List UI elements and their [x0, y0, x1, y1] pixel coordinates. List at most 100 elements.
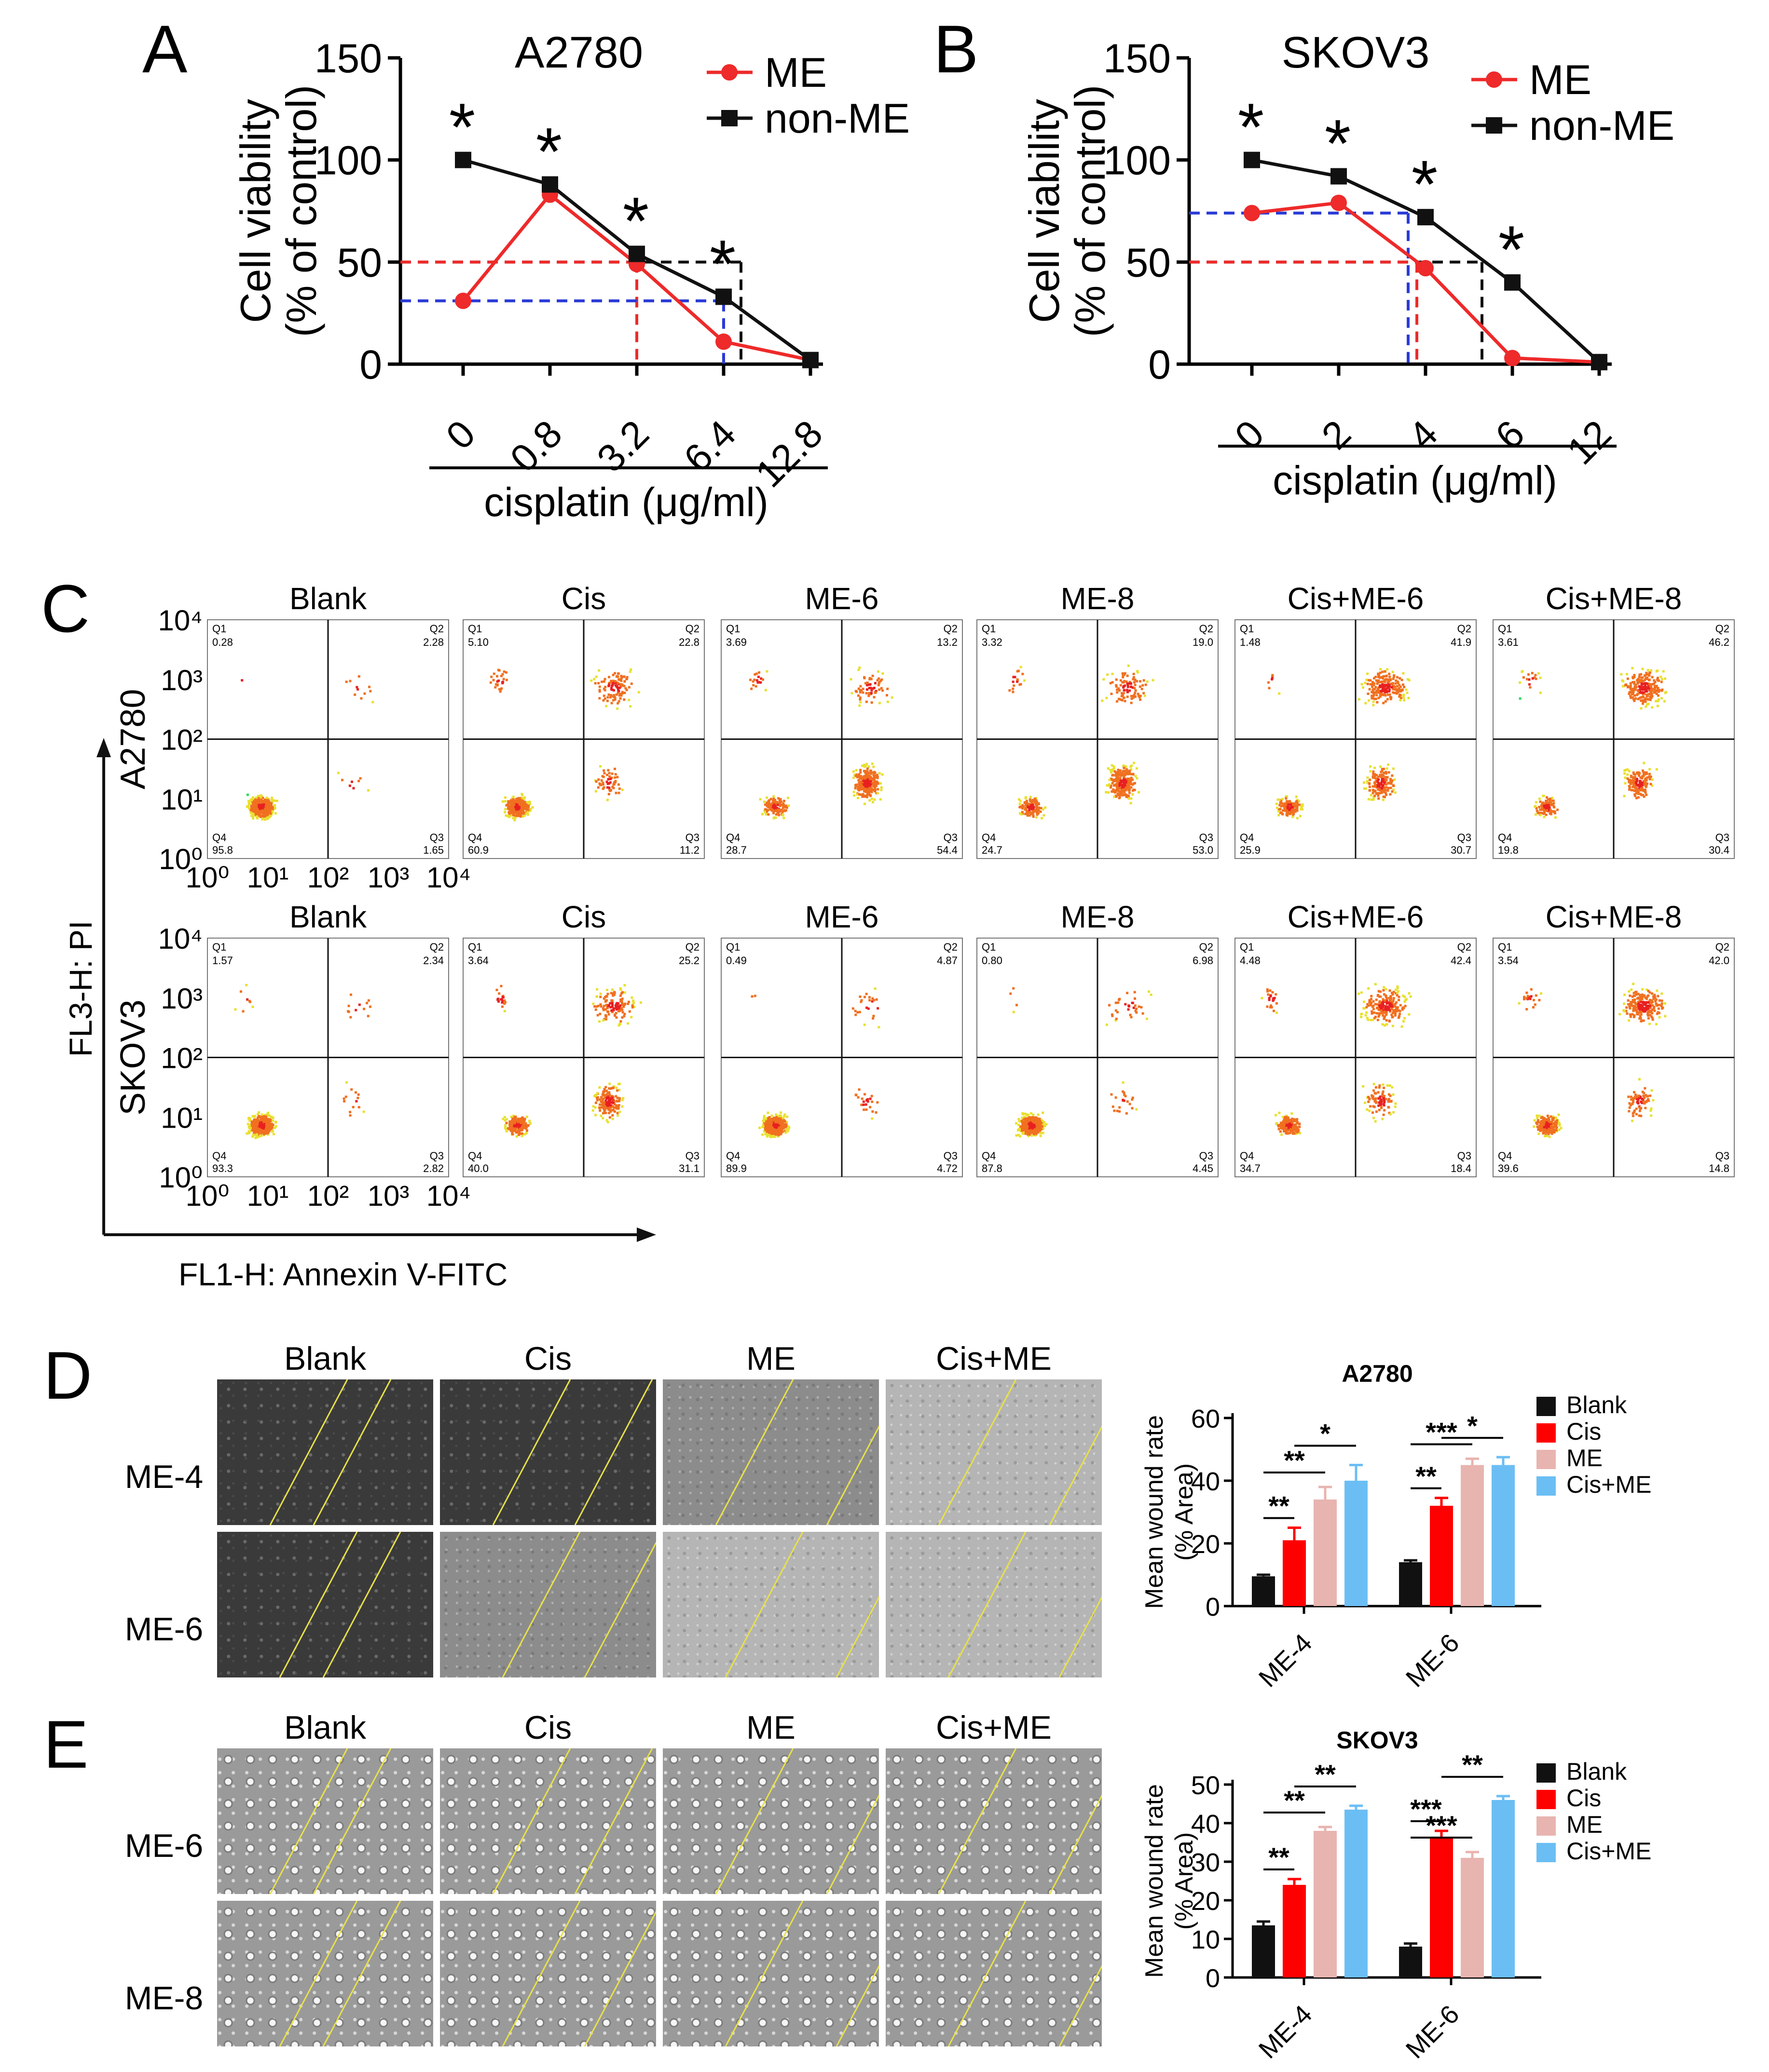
flow-dot-c-r0-c2-1-62	[870, 689, 873, 692]
flow-dot-c-r0-c1-3-272	[507, 801, 510, 804]
flow-dot-c-r0-c4-3-78	[1299, 815, 1302, 818]
flow-dot-c-r0-c2-2-7	[880, 789, 883, 791]
flow-dot-c-r0-c2-2-230	[862, 779, 865, 782]
flow-dot-c-r0-c4-2-80	[1369, 770, 1372, 773]
flow-dot-c-r0-c5-1-142	[1628, 691, 1631, 694]
flow-dot-c-r0-c3-2-251	[1122, 785, 1124, 788]
flow-dot-c-r0-c1-3-297	[508, 811, 511, 814]
flow-dot-c-r0-c5-3-34	[1549, 800, 1551, 803]
flow-q4-name-c-r0-c2: Q4	[726, 832, 740, 844]
flow-dot-c-r1-c1-2-125	[605, 1103, 608, 1105]
flow-dot-c-r0-c2-2-148	[852, 777, 855, 779]
flow-dot-c-r0-c3-2-40	[1109, 786, 1112, 789]
flow-dot-c-r0-c5-1-161	[1648, 671, 1651, 674]
flow-dot-c-r1-c1-1-61	[612, 994, 615, 997]
flow-dot-c-r0-c1-3-291	[505, 804, 508, 807]
flow-dot-c-r0-c1-3-115	[521, 800, 523, 803]
flow-dot-c-r1-c1-3-171	[518, 1133, 521, 1136]
flow-dot-c-r0-c2-3-134	[777, 808, 780, 811]
flow-dot-c-r0-c5-2-67	[1628, 770, 1631, 773]
flow-dot-c-r0-c1-3-171	[529, 809, 532, 812]
flow-dot-c-r1-c1-1-68	[602, 1019, 605, 1022]
flow-dot-c-r0-c1-1-16	[606, 699, 609, 702]
flow-dot-c-r0-c3-2-217	[1122, 773, 1125, 776]
flow-dot-c-r0-c3-2-264	[1124, 769, 1126, 772]
flow-dot-c-r0-c3-1-38	[1116, 691, 1119, 694]
flow-dot-c-r0-c4-2-97	[1387, 782, 1390, 785]
flow-q3-name-c-r0-c5: Q3	[1715, 832, 1729, 844]
flow-dot-c-r0-c4-1-0	[1392, 677, 1395, 680]
flow-dot-c-r0-c2-1-53	[869, 686, 872, 689]
flow-dot-c-r1-c3-2-18	[1122, 1081, 1124, 1084]
flow-dot-c-r0-c4-2-107	[1374, 774, 1377, 777]
flow-dot-c-r0-c5-1-47	[1636, 679, 1639, 682]
flow-q3-value-c-r0-c4: 30.7	[1451, 844, 1471, 856]
flow-q4-value-c-r0-c1: 60.9	[468, 844, 489, 856]
flow-dot-c-r1-c1-2-21	[605, 1094, 608, 1097]
flow-dot-c-r0-c0-3-467	[265, 796, 268, 799]
flow-dot-c-r1-c1-3-144	[518, 1125, 521, 1128]
flow-dot-c-r0-c5-2-66	[1637, 796, 1640, 799]
flow-dot-c-r0-c2-2-133	[852, 770, 855, 773]
flow-dot-c-r0-c4-1-118	[1392, 691, 1395, 694]
flow-dot-c-r0-c1-3-274	[523, 801, 526, 804]
flow-dot-c-r0-c3-2-33	[1118, 774, 1121, 777]
flow-dot-c-r1-c0-3-288	[264, 1118, 267, 1121]
flow-dot-c-r0-c3-2-232	[1117, 785, 1120, 788]
flow-dot-c-r1-c0-3-465	[268, 1124, 271, 1127]
flow-dot-c-r0-c5-2-147	[1642, 775, 1645, 777]
flow-dot-c-r0-c2-2-146	[857, 775, 860, 777]
flow-dot-c-r1-c2-3-429	[787, 1128, 790, 1131]
flow-dot-c-r0-c2-2-271	[876, 776, 879, 778]
flow-dot-c-r0-c3-2-246	[1132, 789, 1135, 791]
flow-dot-c-r1-c2-3-232	[782, 1117, 784, 1119]
flow-dot-c-r0-c3-0-9	[1023, 679, 1026, 682]
flow-dot-c-r0-c2-1-55	[855, 690, 858, 693]
flow-dot-c-r1-c0-3-451	[260, 1123, 263, 1126]
flow-dot-c-r0-c0-3-436	[266, 807, 269, 810]
flow-dot-c-r0-c3-2-174	[1116, 776, 1119, 779]
flow-dot-c-r0-c2-3-58	[772, 796, 775, 799]
flow-dot-c-r1-c1-1-85	[607, 1013, 610, 1016]
panel-letter-b: B	[933, 11, 978, 87]
flow-dot-c-r0-c5-2-118	[1634, 794, 1637, 797]
flow-dot-c-r1-c0-3-385	[256, 1127, 259, 1130]
a-x-axis-label: cisplatin (μg/ml)	[484, 479, 768, 525]
flow-dot-c-r1-c0-2-0	[354, 1091, 357, 1094]
flow-dot-c-r0-c2-3-72	[775, 807, 778, 810]
flow-dot-c-r1-c0-3-194	[258, 1111, 261, 1114]
flow-dot-c-r0-c1-2-2	[614, 773, 617, 776]
flow-dot-c-r0-c4-1-152	[1388, 690, 1391, 693]
flow-q1-value-c-r1-c0: 1.57	[212, 954, 233, 967]
flow-dot-c-r0-c5-0-1	[1525, 678, 1528, 681]
flow-dot-c-r0-c4-1-206	[1375, 679, 1378, 682]
flow-dot-c-r0-c4-2-122	[1385, 783, 1388, 786]
flow-dot-c-r1-c1-2-144	[594, 1094, 597, 1097]
flow-dot-c-r0-c3-1-93	[1133, 687, 1136, 690]
flow-dot-c-r1-c2-3-437	[777, 1121, 780, 1124]
flow-dot-c-r0-c3-1-23	[1119, 679, 1122, 682]
flow-dot-c-r0-c1-1-104	[612, 682, 615, 685]
flow-dot-c-r0-c0-3-477	[257, 811, 260, 814]
flow-dot-c-r1-c1-3-119	[525, 1129, 528, 1132]
flow-dot-c-r1-c3-2-19	[1135, 1108, 1138, 1111]
flow-dot-c-r0-c4-1-184	[1371, 681, 1374, 683]
flow-dot-c-r0-c5-2-76	[1635, 792, 1638, 795]
flow-dot-c-r1-c1-1-32	[633, 1005, 636, 1008]
flow-dot-c-r0-c4-2-35	[1384, 789, 1387, 791]
flow-dot-c-r0-c5-0-16	[1528, 683, 1531, 686]
flow-q3-value-c-r1-c1: 31.1	[679, 1162, 699, 1174]
flow-q3-value-c-r0-c1: 11.2	[680, 844, 699, 856]
flow-dot-c-r1-c1-1-53	[596, 988, 599, 991]
flow-dot-c-r0-c1-1-56	[623, 684, 626, 687]
flow-plot-title-c-r0-c4: Cis+ME-6	[1288, 581, 1424, 616]
flow-dot-c-r0-c3-2-121	[1129, 765, 1132, 768]
flow-dot-c-r1-c3-3-112	[1042, 1131, 1044, 1134]
flow-dot-c-r1-c1-3-185	[513, 1121, 516, 1124]
flow-dot-c-r1-c1-1-122	[631, 1004, 634, 1007]
flow-dot-c-r0-c1-2-17	[608, 788, 611, 791]
flow-q1-name-c-r0-c1: Q1	[468, 623, 482, 635]
flow-dot-c-r0-c4-3-116	[1292, 812, 1295, 815]
flow-dot-c-r0-c1-3-299	[518, 807, 521, 810]
flow-dot-c-r1-c0-3-413	[262, 1132, 265, 1135]
